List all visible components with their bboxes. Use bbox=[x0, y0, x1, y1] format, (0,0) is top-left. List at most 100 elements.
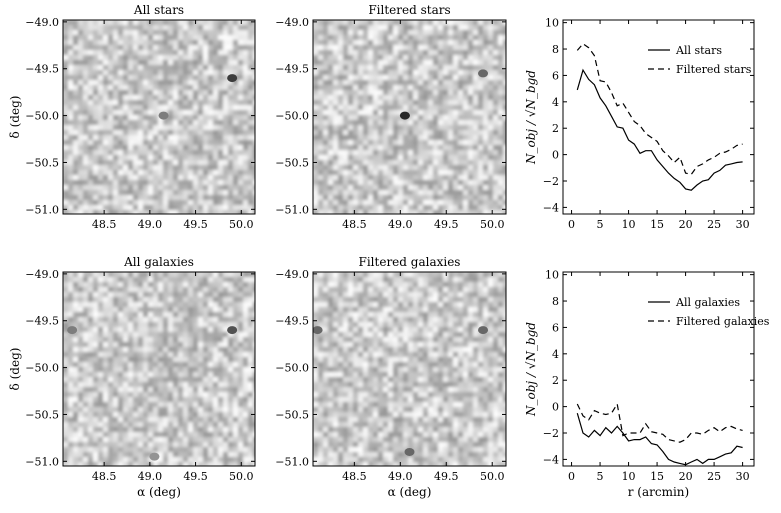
heatmap-cell bbox=[483, 25, 488, 30]
heatmap-cell bbox=[123, 165, 128, 170]
heatmap-cell bbox=[218, 105, 223, 110]
heatmap-cell bbox=[108, 407, 113, 412]
heatmap-cell bbox=[88, 292, 93, 297]
heatmap-cell bbox=[338, 95, 343, 100]
heatmap-cell bbox=[183, 457, 188, 462]
heatmap-cell bbox=[483, 110, 488, 115]
heatmap-cell bbox=[468, 200, 473, 205]
heatmap-cell bbox=[168, 100, 173, 105]
heatmap-cell bbox=[413, 272, 418, 277]
heatmap-cell bbox=[248, 342, 253, 347]
heatmap-cell bbox=[228, 45, 233, 50]
heatmap-cell bbox=[188, 140, 193, 145]
heatmap-cell bbox=[338, 60, 343, 65]
heatmap-cell bbox=[183, 130, 188, 135]
heatmap-cell bbox=[78, 322, 83, 327]
heatmap-cell bbox=[193, 322, 198, 327]
heatmap-cell bbox=[468, 272, 473, 277]
heatmap-cell bbox=[253, 277, 255, 282]
heatmap-cell bbox=[433, 145, 438, 150]
heatmap-cell bbox=[178, 130, 183, 135]
heatmap-cell bbox=[393, 145, 398, 150]
heatmap-cell bbox=[233, 432, 238, 437]
heatmap-cell bbox=[163, 195, 168, 200]
heatmap-cell bbox=[248, 412, 253, 417]
heatmap-cell bbox=[418, 155, 423, 160]
heatmap-cell bbox=[143, 307, 148, 312]
heatmap-cell bbox=[473, 150, 478, 155]
heatmap-cell bbox=[173, 205, 178, 210]
heatmap-cell bbox=[93, 377, 98, 382]
heatmap-cell bbox=[453, 140, 458, 145]
heatmap-cell bbox=[118, 317, 123, 322]
heatmap-cell bbox=[108, 90, 113, 95]
heatmap-cell bbox=[143, 175, 148, 180]
heatmap-cell bbox=[378, 145, 383, 150]
heatmap-cell bbox=[368, 135, 373, 140]
heatmap-cell bbox=[463, 35, 468, 40]
heatmap-cell bbox=[188, 462, 193, 466]
heatmap-cell bbox=[353, 200, 358, 205]
heatmap-cell bbox=[133, 40, 138, 45]
heatmap-cell bbox=[333, 30, 338, 35]
heatmap-cell bbox=[63, 40, 68, 45]
heatmap-cell bbox=[328, 150, 333, 155]
heatmap-cell bbox=[148, 30, 153, 35]
heatmap-cell bbox=[348, 272, 353, 277]
heatmap-cell bbox=[428, 100, 433, 105]
heatmap-cell bbox=[448, 85, 453, 90]
heatmap-cell bbox=[68, 30, 73, 35]
heatmap-cell bbox=[378, 287, 383, 292]
heatmap-cell bbox=[193, 382, 198, 387]
y-tick-label: 0 bbox=[552, 149, 559, 162]
heatmap-cell bbox=[78, 170, 83, 175]
heatmap-cell bbox=[243, 387, 248, 392]
heatmap-cell bbox=[128, 95, 133, 100]
heatmap-cell bbox=[373, 30, 378, 35]
heatmap-cell bbox=[463, 125, 468, 130]
heatmap-cell bbox=[353, 55, 358, 60]
heatmap-cell bbox=[203, 372, 208, 377]
heatmap-cell bbox=[138, 30, 143, 35]
heatmap-cell bbox=[68, 437, 73, 442]
heatmap-cell bbox=[418, 90, 423, 95]
heatmap-cell bbox=[108, 200, 113, 205]
heatmap-cell bbox=[138, 125, 143, 130]
heatmap-cell bbox=[358, 150, 363, 155]
heatmap-cell bbox=[373, 145, 378, 150]
heatmap-cell bbox=[443, 205, 448, 210]
heatmap-cell bbox=[243, 150, 248, 155]
heatmap-cell bbox=[198, 205, 203, 210]
heatmap-cell bbox=[253, 110, 255, 115]
heatmap-cell bbox=[323, 55, 328, 60]
heatmap-cell bbox=[143, 210, 148, 214]
heatmap-cell bbox=[98, 417, 103, 422]
heatmap-cell bbox=[108, 25, 113, 30]
heatmap-cell bbox=[238, 317, 243, 322]
heatmap-cell bbox=[423, 200, 428, 205]
heatmap-cell bbox=[88, 95, 93, 100]
heatmap-cell bbox=[83, 185, 88, 190]
heatmap-cell bbox=[88, 407, 93, 412]
heatmap-cell bbox=[93, 60, 98, 65]
heatmap-cell bbox=[198, 185, 203, 190]
heatmap-cell bbox=[88, 392, 93, 397]
heatmap-cell bbox=[208, 462, 213, 466]
heatmap-cell bbox=[168, 35, 173, 40]
heatmap-cell bbox=[163, 307, 168, 312]
heatmap-cell bbox=[148, 322, 153, 327]
heatmap-cell bbox=[363, 302, 368, 307]
heatmap-cell bbox=[343, 70, 348, 75]
heatmap-cell bbox=[233, 362, 238, 367]
heatmap-cell bbox=[183, 422, 188, 427]
heatmap-cell bbox=[73, 382, 78, 387]
heatmap-cell bbox=[228, 362, 233, 367]
heatmap-cell bbox=[108, 80, 113, 85]
heatmap-cell bbox=[338, 272, 343, 277]
heatmap-cell bbox=[393, 35, 398, 40]
heatmap-cell bbox=[158, 120, 163, 125]
heatmap-cell bbox=[123, 140, 128, 145]
heatmap-cell bbox=[128, 442, 133, 447]
heatmap-cell bbox=[363, 175, 368, 180]
heatmap-cell bbox=[228, 105, 233, 110]
